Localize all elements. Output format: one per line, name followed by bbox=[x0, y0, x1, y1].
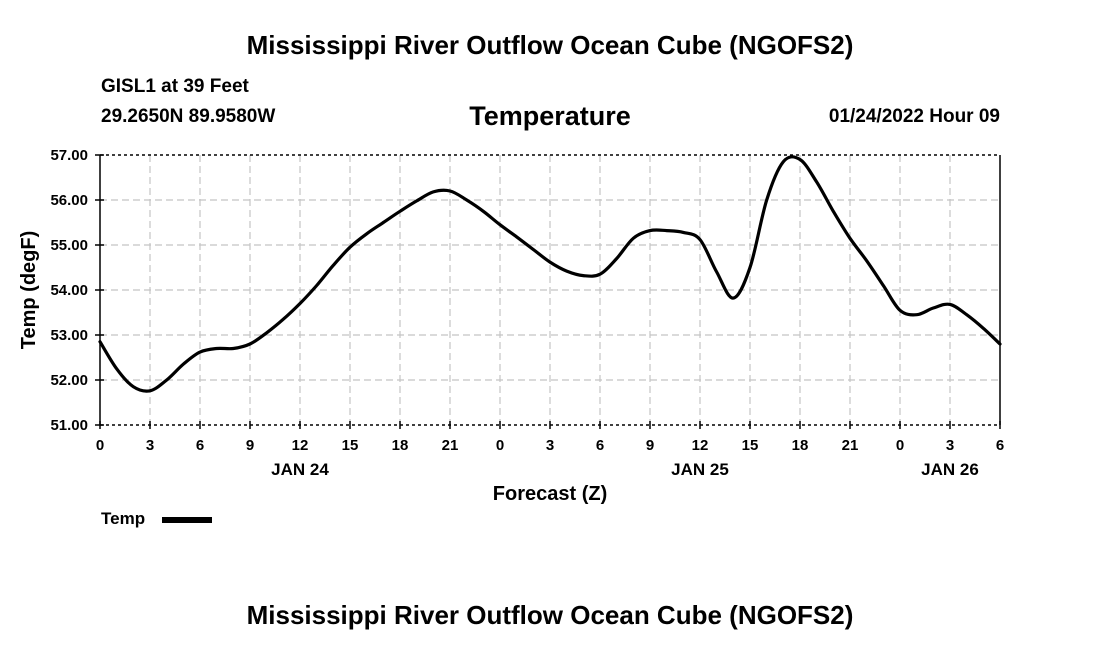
x-tick-label: 12 bbox=[692, 437, 709, 454]
x-axis-label: Forecast (Z) bbox=[493, 483, 607, 505]
x-tick-label: 3 bbox=[946, 437, 954, 454]
x-tick-label: 3 bbox=[546, 437, 554, 454]
x-tick-label: 9 bbox=[646, 437, 654, 454]
x-tick-label: 21 bbox=[842, 437, 859, 454]
x-tick-label: 6 bbox=[996, 437, 1004, 454]
date-label: JAN 24 bbox=[271, 460, 329, 479]
y-tick-label: 57.00 bbox=[50, 147, 88, 164]
forecast-timestamp: 01/24/2022 Hour 09 bbox=[828, 106, 1000, 127]
y-tick-label: 52.00 bbox=[50, 372, 88, 389]
legend-swatch bbox=[162, 517, 212, 523]
x-tick-label: 3 bbox=[146, 437, 154, 454]
x-tick-label: 18 bbox=[392, 437, 409, 454]
date-label: JAN 25 bbox=[671, 460, 729, 479]
x-tick-label: 12 bbox=[292, 437, 309, 454]
x-tick-label: 15 bbox=[342, 437, 359, 454]
station-name: GISL1 at 39 Feet bbox=[101, 76, 249, 97]
x-tick-label: 6 bbox=[596, 437, 604, 454]
x-tick-label: 0 bbox=[496, 437, 504, 454]
x-tick-label: 18 bbox=[792, 437, 809, 454]
x-tick-label: 0 bbox=[96, 437, 104, 454]
station-coords: 29.2650N 89.9580W bbox=[101, 106, 276, 127]
y-tick-label: 55.00 bbox=[50, 237, 88, 254]
x-tick-label: 15 bbox=[742, 437, 759, 454]
page-title: Mississippi River Outflow Ocean Cube (NG… bbox=[246, 30, 854, 60]
series-line-temp bbox=[98, 155, 1002, 393]
y-tick-label: 54.00 bbox=[50, 282, 88, 299]
y-axis-label: Temp (degF) bbox=[18, 231, 40, 350]
footer-title: Mississippi River Outflow Ocean Cube (NG… bbox=[246, 600, 854, 630]
x-tick-label: 0 bbox=[896, 437, 904, 454]
y-tick-label: 56.00 bbox=[50, 192, 88, 209]
chart-title: Temperature bbox=[469, 101, 631, 131]
y-tick-label: 53.00 bbox=[50, 327, 88, 344]
y-tick-label: 51.00 bbox=[50, 417, 88, 434]
x-tick-label: 21 bbox=[442, 437, 459, 454]
legend-label: Temp bbox=[101, 509, 146, 528]
x-tick-label: 9 bbox=[246, 437, 254, 454]
x-tick-label: 6 bbox=[196, 437, 204, 454]
date-label: JAN 26 bbox=[921, 460, 979, 479]
